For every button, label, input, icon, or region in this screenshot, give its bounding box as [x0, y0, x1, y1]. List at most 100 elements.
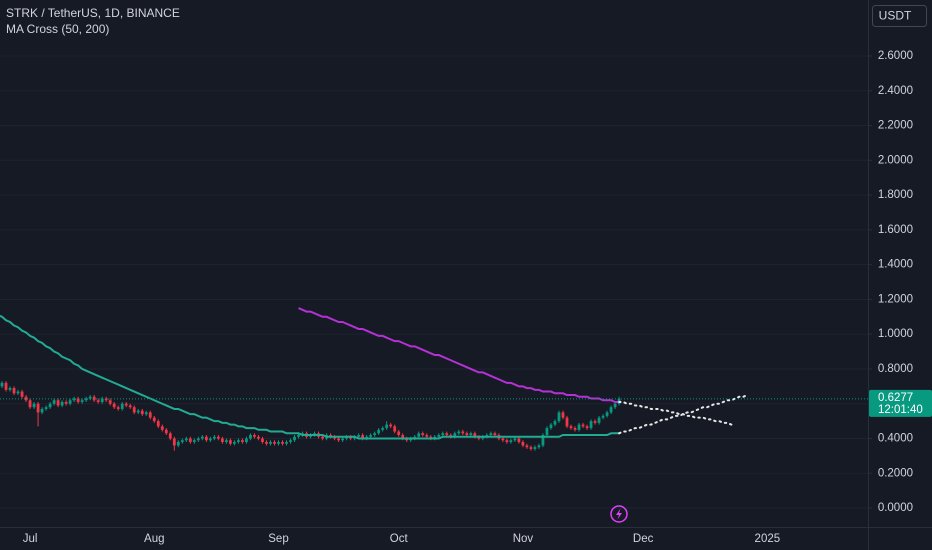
candle-body	[116, 407, 120, 409]
candle-body	[224, 440, 228, 442]
candle-body	[501, 438, 505, 441]
candle-body	[361, 435, 365, 439]
candle-body	[152, 417, 156, 422]
candle-body	[124, 403, 128, 406]
candle-body	[593, 421, 597, 423]
candle-body	[60, 401, 64, 406]
candle-body	[573, 428, 577, 430]
candle-body	[441, 433, 445, 436]
candle-body	[88, 396, 92, 399]
candle-body	[208, 438, 212, 441]
candle-body	[160, 426, 164, 430]
y-tick-label: 0.2000	[878, 467, 913, 479]
x-tick-label: Jul	[23, 533, 38, 545]
candle-body	[489, 433, 493, 436]
candle-body	[549, 424, 553, 429]
grid	[0, 55, 868, 509]
candle-body	[529, 447, 533, 449]
candle-body	[241, 440, 244, 442]
indicator-legend: MA Cross (50, 200)	[6, 22, 109, 36]
candle-body	[20, 391, 24, 397]
candle-body	[445, 433, 449, 436]
candle-body	[132, 407, 136, 413]
candle-body	[176, 441, 180, 446]
candle-body	[561, 412, 565, 418]
candle-body	[369, 435, 373, 437]
symbol-title: STRK / TetherUS, 1D, BINANCE	[6, 6, 180, 20]
candle-body	[469, 433, 473, 436]
candle-body	[4, 382, 8, 390]
candle-body	[184, 438, 188, 441]
candle-body	[36, 403, 40, 413]
candle-body	[48, 403, 52, 408]
candle-body	[164, 429, 168, 434]
candle-body	[96, 400, 100, 402]
candle-body	[56, 400, 60, 406]
currency-button[interactable]	[872, 5, 927, 27]
candle-body	[136, 410, 140, 413]
last-price-label: 0.6277	[878, 392, 913, 404]
candle-body	[269, 441, 272, 444]
candle-body	[216, 436, 220, 439]
y-tick-label: 1.2000	[878, 293, 913, 305]
candle-body	[40, 408, 44, 413]
candle-body	[120, 403, 124, 409]
candle-body	[613, 403, 617, 408]
candle-body	[188, 438, 192, 442]
candle-body	[425, 435, 429, 437]
candle-body	[92, 396, 96, 401]
candle-body	[357, 435, 361, 437]
candle-body	[52, 400, 56, 404]
lightning-icon[interactable]	[610, 505, 628, 523]
candle-body	[585, 426, 589, 429]
candle-body	[457, 431, 461, 434]
candle-body	[389, 424, 393, 427]
candle-body	[417, 433, 421, 437]
axes: 0.00000.20000.40000.60000.80001.00001.20…	[23, 50, 932, 545]
candle-body	[437, 435, 441, 437]
candle-body	[245, 438, 248, 442]
candle-body	[581, 424, 585, 427]
candle-body	[220, 438, 224, 442]
x-tick-label: Oct	[390, 533, 409, 545]
candle-body	[128, 405, 132, 408]
candle-body	[341, 438, 345, 441]
candle-body	[421, 433, 425, 436]
candle-body	[112, 403, 116, 408]
candle-body	[8, 388, 12, 390]
candle-body	[589, 421, 593, 429]
candle-body	[212, 436, 216, 439]
plot-area	[0, 307, 868, 451]
candle-body	[525, 445, 529, 448]
candle-body	[397, 431, 401, 436]
ma-line	[0, 314, 620, 440]
candle-body	[493, 433, 497, 436]
candle-body	[265, 441, 268, 444]
candle-body	[377, 429, 381, 434]
candle-body	[533, 447, 537, 449]
candle-body	[0, 382, 4, 387]
candle-body	[321, 436, 324, 439]
candle-body	[192, 440, 196, 442]
y-tick-label: 1.0000	[878, 328, 913, 340]
candle-body	[293, 436, 296, 441]
y-tick-label: 2.2000	[878, 120, 913, 132]
candle-body	[273, 441, 276, 444]
candle-body	[373, 433, 377, 436]
candle-body	[156, 421, 160, 427]
candle-body	[168, 433, 172, 439]
candle-body	[16, 391, 20, 394]
y-tick-label: 0.8000	[878, 363, 913, 375]
lightning-circle	[610, 505, 628, 523]
candle-body	[68, 400, 72, 404]
candle-body	[605, 412, 609, 416]
candle-body	[569, 426, 573, 429]
y-tick-label: 0.0000	[878, 502, 913, 514]
y-tick-label: 1.8000	[878, 189, 913, 201]
candle-body	[261, 438, 264, 442]
candle-body	[229, 440, 232, 444]
candle-body	[104, 398, 108, 401]
candle-body	[393, 426, 397, 432]
